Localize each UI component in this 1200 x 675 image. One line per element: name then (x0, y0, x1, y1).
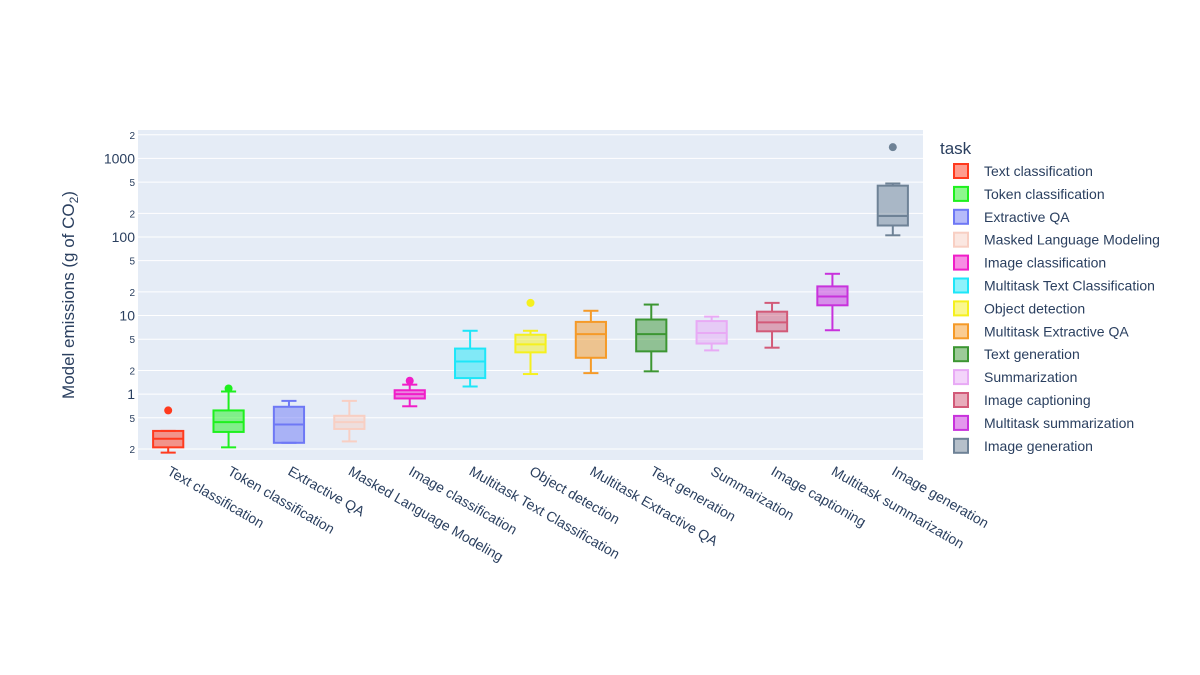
box-text-generation (635, 303, 668, 373)
legend-label: Text classification (984, 163, 1093, 179)
y-major-tick-label: 10 (119, 308, 135, 324)
box-image-captioning (755, 301, 789, 349)
legend-swatch (953, 254, 969, 271)
legend-label: Summarization (984, 369, 1077, 385)
y-minor-tick-label: 2 (129, 366, 135, 377)
y-axis-label: Model emissions (g of CO2) (59, 191, 81, 399)
legend-item: Image generation (953, 437, 1093, 454)
legend-label: Extractive QA (984, 209, 1070, 225)
y-axis-label-subscript: 2 (67, 196, 81, 203)
boxes (152, 143, 909, 454)
legend-label: Text generation (984, 346, 1080, 362)
legend-item: Object detection (953, 300, 1085, 317)
box-iqr (574, 320, 607, 359)
legend-label: Image captioning (984, 392, 1091, 408)
legend-item: Extractive QA (953, 208, 1070, 225)
gridlines (138, 134, 923, 450)
legend-swatch (953, 437, 969, 454)
legend-item: Summarization (953, 369, 1077, 386)
box-iqr (635, 318, 668, 353)
box-image-generation (876, 143, 909, 237)
outlier-point (526, 298, 535, 307)
legend-swatch (953, 369, 969, 386)
y-axis-label-main: Model emissions (g of CO (59, 203, 78, 399)
y-major-tick-label: 100 (112, 229, 136, 245)
legend-label: Object detection (984, 300, 1085, 316)
box-token-classification (212, 384, 245, 449)
plot-area-background (138, 130, 923, 460)
y-minor-tick-label: 5 (129, 414, 135, 425)
legend-label: Multitask Extractive QA (984, 323, 1129, 339)
legend-item: Multitask summarization (953, 414, 1134, 431)
legend-item: Masked Language Modeling (953, 231, 1160, 248)
legend-title: task (940, 139, 972, 158)
box-masked-language-modeling (333, 399, 366, 443)
box-iqr (876, 184, 909, 227)
legend-item: Image captioning (953, 392, 1091, 408)
legend: task Text classification Token classifica… (940, 139, 1160, 454)
y-minor-tick-label: 5 (129, 257, 135, 268)
x-tick-label: Image generation (889, 463, 991, 531)
x-tick-label: Token classification (225, 463, 337, 537)
box-text-classification (152, 406, 185, 454)
legend-swatch (953, 277, 969, 294)
box-image-classification (393, 376, 426, 408)
y-minor-tick-label: 2 (129, 131, 135, 142)
y-major-tick-label: 1 (127, 386, 135, 402)
y-axis-label-close: ) (59, 191, 78, 197)
legend-swatch (953, 163, 969, 179)
outlier-point (164, 406, 173, 415)
box-multitask-text-classification (454, 329, 487, 388)
box-iqr (454, 347, 487, 380)
y-major-tick-label: 1000 (104, 150, 135, 166)
legend-label: Masked Language Modeling (984, 232, 1160, 248)
outlier-point (888, 143, 897, 152)
legend-swatch (953, 300, 969, 317)
legend-label: Token classification (984, 186, 1105, 202)
legend-swatch (953, 392, 969, 408)
legend-label: Multitask Text Classification (984, 278, 1155, 294)
y-minor-tick-label: 2 (129, 445, 135, 456)
legend-label: Image generation (984, 438, 1093, 454)
legend-swatch (953, 323, 969, 340)
y-axis-ticks: 1 10 100 1000 2 5 2 5 2 5 2 5 2 (104, 131, 136, 456)
box-multitask-summarization (816, 272, 849, 332)
legend-item: Token classification (953, 185, 1105, 202)
legend-swatch (953, 231, 969, 248)
legend-label: Multitask summarization (984, 415, 1134, 431)
legend-item: Text classification (953, 163, 1093, 179)
y-minor-tick-label: 2 (129, 288, 135, 299)
box-summarization (695, 315, 728, 352)
box-object-detection (514, 298, 547, 376)
box-multitask-extractive-qa (574, 309, 607, 375)
box-extractive-qa (272, 399, 306, 444)
legend-swatch (953, 185, 969, 202)
legend-item: Image classification (953, 254, 1106, 271)
legend-swatch (953, 208, 969, 225)
legend-item: Multitask Text Classification (953, 277, 1155, 294)
legend-label: Image classification (984, 255, 1106, 271)
outlier-point (405, 376, 414, 385)
legend-swatch (953, 346, 969, 363)
legend-swatch (953, 414, 969, 431)
y-minor-tick-label: 5 (129, 335, 135, 346)
y-minor-tick-label: 5 (129, 178, 135, 189)
legend-item: Multitask Extractive QA (953, 323, 1129, 340)
legend-item: Text generation (953, 346, 1080, 363)
outlier-point (224, 384, 233, 393)
y-minor-tick-label: 2 (129, 209, 135, 220)
